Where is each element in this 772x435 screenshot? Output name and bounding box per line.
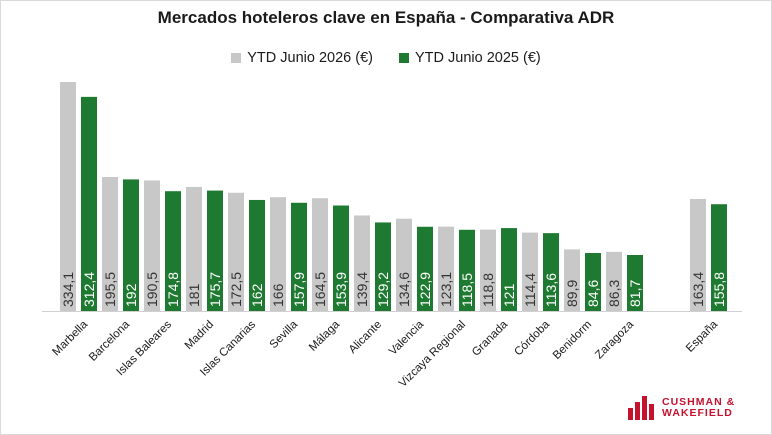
- category-label: Córdoba: [512, 318, 552, 358]
- bar-2025: [417, 226, 433, 311]
- bar-2026: [60, 82, 76, 311]
- category-label: Sevilla: [268, 318, 301, 351]
- data-label: 163,4: [690, 272, 706, 307]
- category-label: Valencia: [387, 318, 427, 358]
- bar-2025: [333, 205, 349, 311]
- category-label: Barcelona: [87, 318, 133, 364]
- legend-label-2026: YTD Junio 2026 (€): [247, 50, 373, 66]
- category-label: Zaragoza: [593, 318, 636, 361]
- bar-2026: [606, 251, 622, 311]
- cw-logo-icon: [628, 396, 654, 420]
- data-label: 89,9: [564, 280, 580, 307]
- category-label: Benidorm: [551, 319, 594, 362]
- bar-2025: [543, 233, 559, 311]
- data-label: 166: [270, 283, 286, 307]
- data-label: 172,5: [228, 272, 244, 307]
- data-label: 174,8: [165, 272, 181, 307]
- data-label: 118,5: [459, 273, 475, 307]
- bar-2026: [186, 186, 202, 311]
- data-label: 192: [123, 283, 139, 307]
- bar-2025: [81, 96, 97, 311]
- bar-2026: [102, 176, 118, 311]
- legend-label-2025: YTD Junio 2025 (€): [415, 50, 541, 66]
- legend-item-2025: YTD Junio 2025 (€): [399, 50, 541, 66]
- bar-2025: [123, 179, 139, 311]
- data-label: 153,9: [333, 272, 349, 307]
- bar-2026: [438, 226, 454, 311]
- legend-swatch-2025: [399, 53, 409, 63]
- data-label: 113,6: [543, 273, 559, 307]
- category-label: Alicante: [347, 319, 384, 356]
- bar-2026: [144, 180, 160, 311]
- legend-item-2026: YTD Junio 2026 (€): [231, 50, 373, 66]
- bar-2026: [270, 197, 286, 311]
- category-label: España: [684, 318, 720, 354]
- bar-2026: [396, 218, 412, 311]
- data-label: 164,5: [312, 272, 328, 307]
- data-label: 157,9: [291, 272, 307, 307]
- bar-2025: [585, 253, 601, 311]
- category-label: Madrid: [183, 319, 216, 352]
- bar-2025: [375, 222, 391, 311]
- chart-legend: YTD Junio 2026 (€) YTD Junio 2025 (€): [0, 50, 772, 66]
- data-label: 155,8: [711, 272, 727, 307]
- data-label: 312,4: [81, 272, 97, 307]
- bar-2026: [354, 215, 370, 311]
- data-label: 123,1: [438, 272, 454, 307]
- data-label: 139,4: [354, 272, 370, 307]
- bar-2025: [207, 190, 223, 311]
- data-label: 175,7: [207, 272, 223, 307]
- logo-line-2: WAKEFIELD: [662, 407, 733, 419]
- bar-2026: [690, 199, 706, 311]
- data-label: 81,7: [627, 280, 643, 307]
- category-label: Marbella: [50, 318, 90, 358]
- bar-2025: [711, 204, 727, 311]
- chart-title: Mercados hoteleros clave en España - Com…: [157, 8, 615, 27]
- bar-2026: [564, 249, 580, 311]
- bar-2025: [459, 229, 475, 311]
- data-label: 134,6: [396, 272, 412, 307]
- data-label: 114,4: [522, 273, 538, 307]
- bar-2025: [501, 228, 517, 311]
- data-label: 195,5: [102, 272, 118, 307]
- data-label: 84,6: [585, 280, 601, 307]
- logo-line-1: CUSHMAN &: [662, 396, 736, 408]
- data-label: 118,8: [480, 273, 496, 307]
- cushman-wakefield-logo: CUSHMAN & WAKEFIELD: [628, 396, 735, 420]
- data-label: 121: [501, 283, 517, 307]
- bar-2026: [522, 232, 538, 311]
- data-label: 190,5: [144, 272, 160, 307]
- legend-swatch-2026: [231, 53, 242, 63]
- bar-2026: [480, 229, 496, 311]
- bar-2025: [249, 199, 265, 311]
- bar-2025: [291, 202, 307, 311]
- data-label: 122,9: [417, 272, 433, 307]
- data-label: 162: [249, 283, 265, 307]
- data-label: 86,3: [606, 280, 622, 307]
- category-label: Málaga: [307, 318, 343, 354]
- bar-2026: [228, 192, 244, 311]
- bar-2026: [312, 198, 328, 311]
- category-label: Granada: [470, 318, 511, 359]
- bar-2025: [165, 191, 181, 311]
- data-label: 181: [186, 283, 202, 307]
- data-label: 129,2: [375, 272, 391, 307]
- bar-2025: [627, 255, 643, 311]
- data-label: 334,1: [60, 272, 76, 307]
